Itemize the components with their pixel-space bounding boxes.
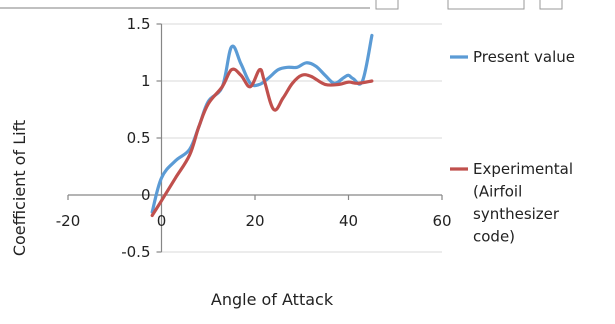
series-lines xyxy=(150,33,374,218)
y-axis-label: Coefficient of Lift xyxy=(10,120,29,256)
legend-label: code) xyxy=(473,228,515,246)
x-tick-label: 40 xyxy=(339,212,358,230)
y-tick-label: 0.5 xyxy=(127,129,151,147)
x-axis-label: Angle of Attack xyxy=(211,290,334,309)
legend-label: Present value xyxy=(473,48,575,66)
y-tick-label: 1 xyxy=(141,72,151,90)
legend-label: synthesizer xyxy=(473,205,560,223)
x-tick-label: 20 xyxy=(245,212,264,230)
y-tick-label: 0 xyxy=(141,186,151,204)
toolbar-fragment-box xyxy=(447,0,525,10)
legend-label: Experimental xyxy=(473,160,573,178)
y-tick-label: 1.5 xyxy=(127,15,151,33)
x-tick-label: -20 xyxy=(56,212,81,230)
y-tick-labels: 1.5 1 0.5 0 -0.5 xyxy=(121,15,150,261)
x-tick-labels: -20 0 20 40 60 xyxy=(56,212,452,230)
x-tick-label: 60 xyxy=(432,212,451,230)
y-tick-label: -0.5 xyxy=(121,243,150,261)
axes xyxy=(67,23,443,253)
x-tick-label: 0 xyxy=(157,212,167,230)
legend: Present value Experimental (Airfoil synthes… xyxy=(450,48,575,246)
gridlines xyxy=(161,23,442,253)
toolbar-fragment xyxy=(0,0,563,10)
series-line-present-value xyxy=(150,33,374,214)
toolbar-fragment-box xyxy=(539,0,563,10)
toolbar-fragment-box xyxy=(375,0,399,10)
legend-label: (Airfoil xyxy=(473,183,522,201)
series-line-experimental xyxy=(150,67,374,218)
